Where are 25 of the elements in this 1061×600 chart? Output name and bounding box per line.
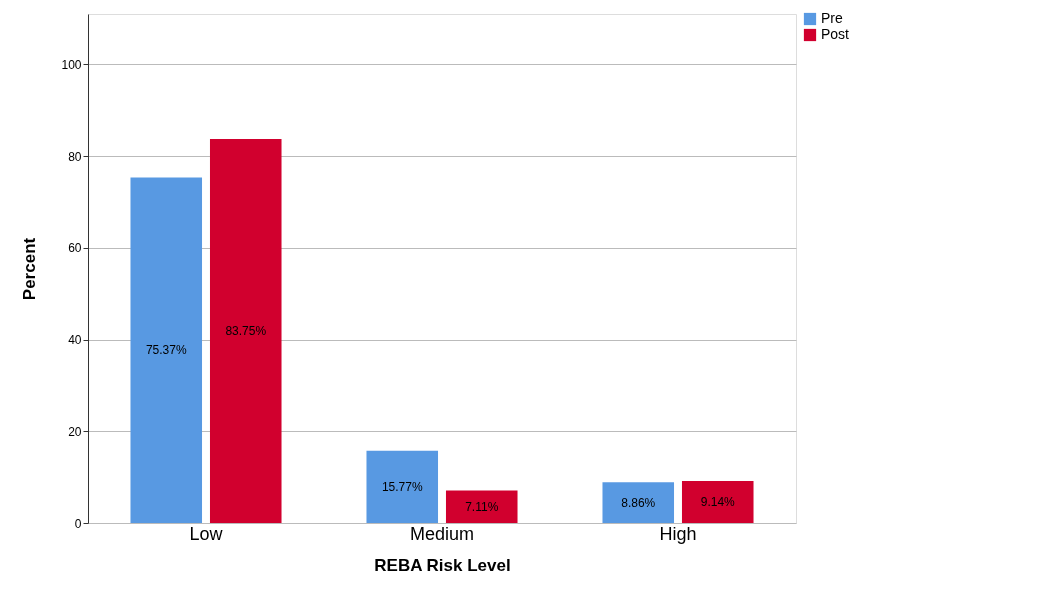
bar — [681, 481, 754, 523]
data-label: 9.14% — [700, 495, 736, 510]
bar — [130, 177, 203, 523]
x-axis-title: REBA Risk Level — [374, 555, 511, 575]
y-axis-title: Percent — [20, 237, 40, 301]
y-tick-label: 80 — [68, 149, 82, 164]
data-label: 83.75% — [225, 323, 267, 338]
bar — [366, 450, 439, 523]
y-tick-label: 20 — [68, 424, 82, 439]
y-tick-label: 0 — [74, 516, 82, 531]
x-tick-label: Medium — [409, 523, 475, 544]
bar — [445, 490, 518, 523]
data-label: 15.77% — [381, 479, 423, 494]
legend-label: Post — [821, 26, 850, 42]
x-tick-label: High — [659, 523, 697, 544]
data-label: 7.11% — [465, 499, 499, 514]
bar — [602, 482, 675, 523]
y-tick-label: 100 — [61, 57, 82, 72]
y-tick-label: 60 — [68, 241, 82, 256]
bar — [209, 138, 282, 523]
x-tick-label: Low — [189, 523, 224, 544]
y-tick-label: 40 — [68, 333, 82, 348]
data-label: 75.37% — [145, 343, 187, 358]
data-label: 8.86% — [621, 495, 656, 510]
legend-label: Pre — [821, 10, 843, 26]
